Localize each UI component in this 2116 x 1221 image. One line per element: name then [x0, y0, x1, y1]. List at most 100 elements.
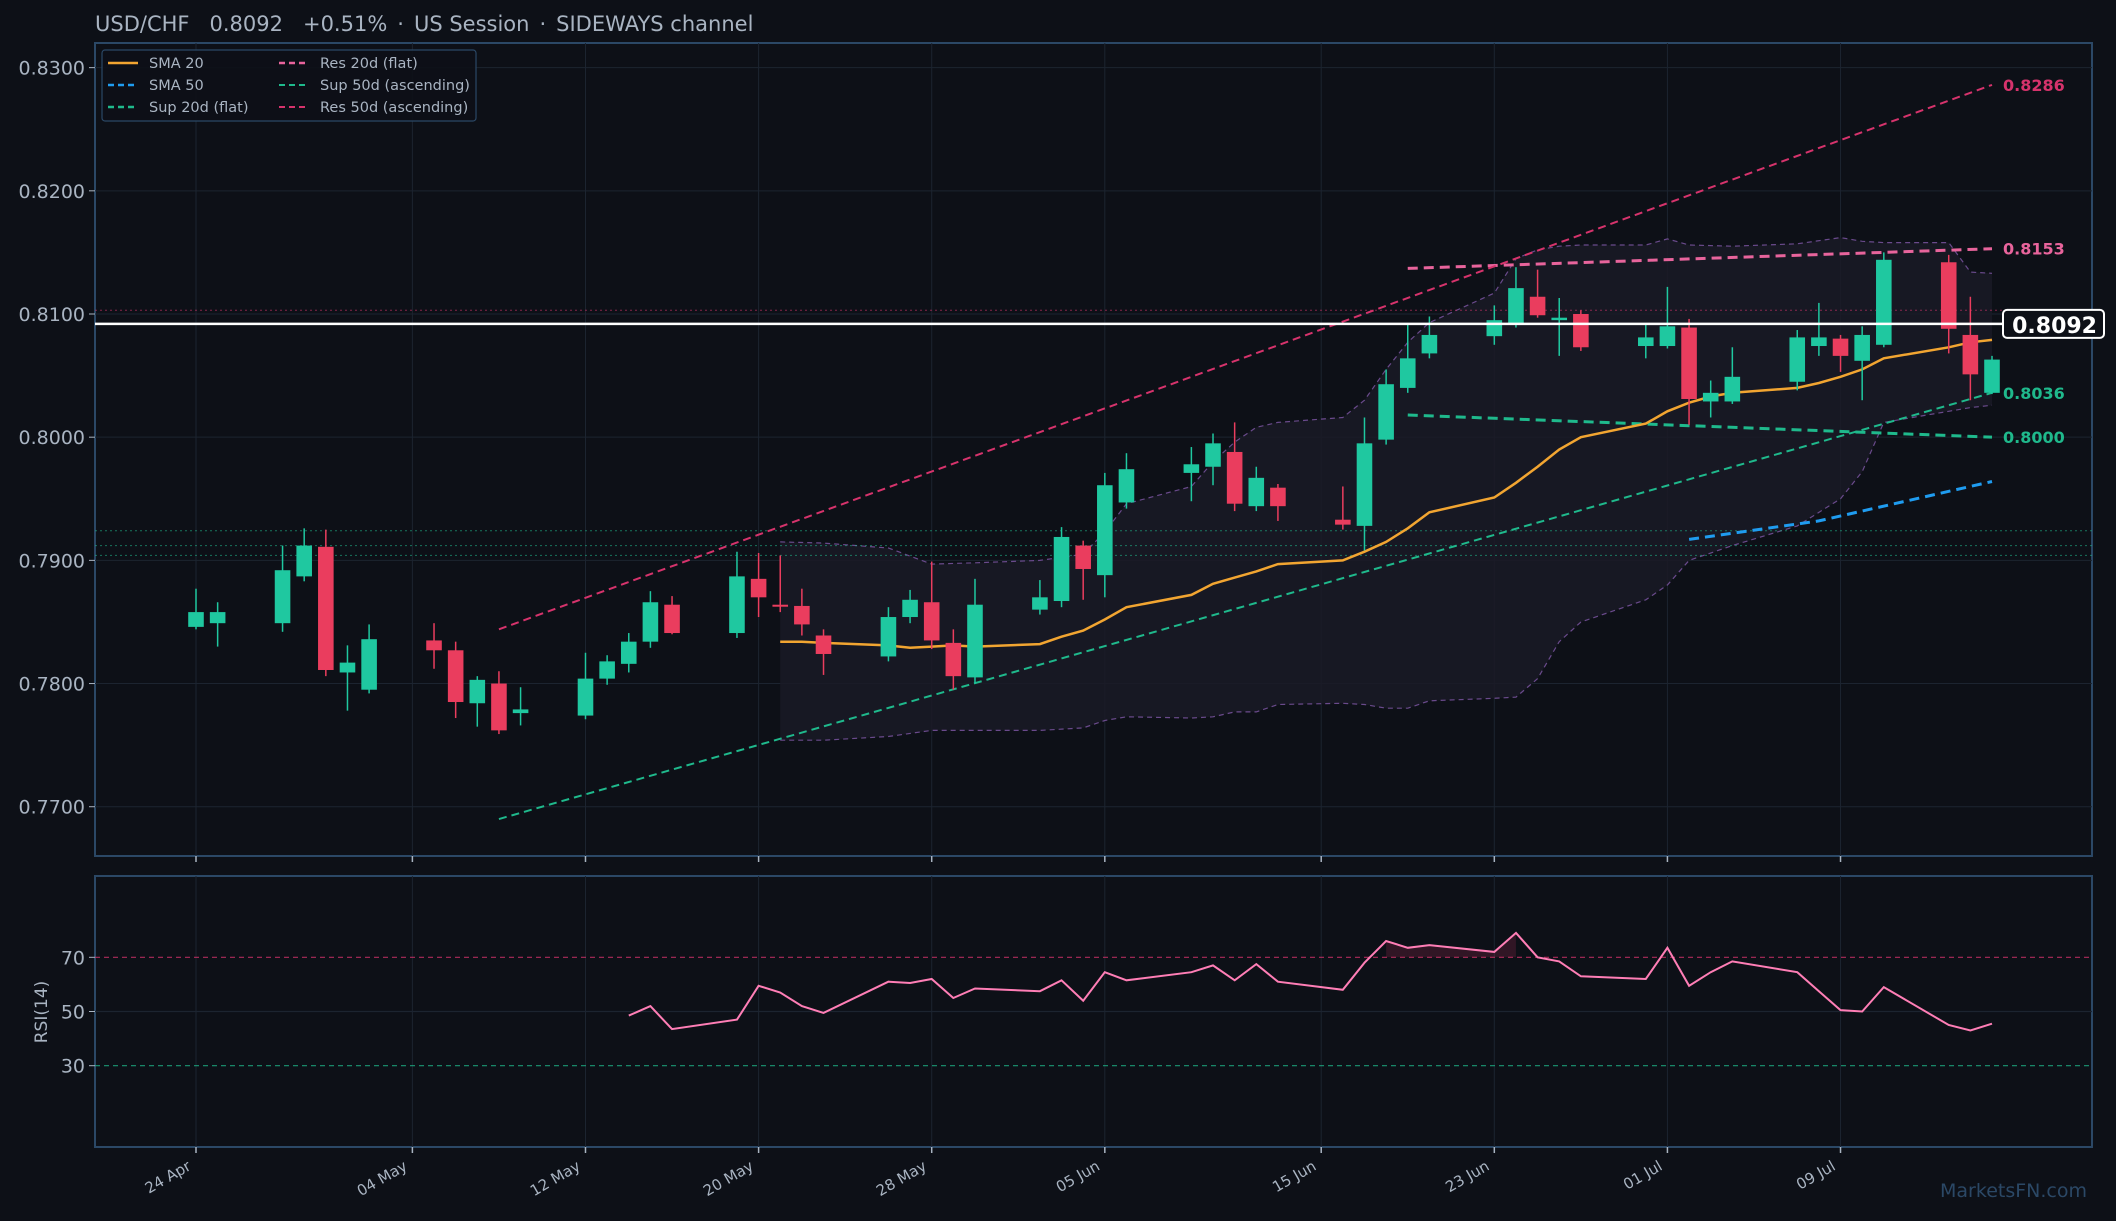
candle-body [188, 612, 204, 627]
candle-down [318, 529, 334, 677]
title-change: +0.51% [303, 12, 387, 36]
rsi-overbought-fill [1429, 945, 1495, 958]
candle-body [209, 612, 226, 624]
candle-up [1097, 472, 1113, 598]
legend: SMA 20 Res 20d (flat) SMA 50 Sup 50d (ascen… [101, 49, 477, 122]
candle-up [1724, 347, 1741, 404]
candle-body [945, 642, 962, 677]
candle-body [1876, 259, 1892, 345]
candle-up [469, 676, 486, 727]
legend-label-res_asc: Res 50d (ascending) [320, 100, 468, 116]
candle-body [620, 641, 637, 664]
legend-label-sup_asc: Sup 50d (ascending) [320, 78, 470, 94]
legend-label-res_flat: Res 20d (flat) [320, 56, 418, 72]
bollinger-lower [780, 404, 1993, 741]
candle-body [1421, 334, 1438, 354]
rsi-overbought-fill [1407, 945, 1430, 958]
candle-down [923, 561, 940, 650]
candles [188, 252, 2000, 735]
candle-up [1205, 433, 1221, 486]
candle-down [1962, 296, 1979, 401]
candle-body [1789, 337, 1806, 382]
candle-down [1335, 486, 1351, 530]
candle-down [1529, 269, 1546, 318]
candle-up [1399, 323, 1416, 393]
candle-body [1551, 317, 1568, 321]
candle-down [1270, 483, 1286, 521]
candle-body [1205, 443, 1221, 467]
candle-up [361, 624, 377, 694]
candle-body [1335, 519, 1351, 525]
trendline-label-sup_flat: 0.8000 [2003, 428, 2065, 447]
candle-body [1270, 487, 1286, 507]
price-y-axis: 0.7700 0.7800 0.7900 0.8000 0.8100 0.8200 0.83… [19, 58, 95, 819]
sma50-line [1688, 480, 1993, 541]
candle-body [750, 578, 767, 598]
candle-body [469, 679, 486, 704]
trendline-label-sup_asc: 0.8036 [2003, 384, 2065, 403]
candle-body [1984, 359, 2000, 393]
candle-body [1529, 296, 1546, 316]
candle-up [729, 551, 745, 638]
candle-up [512, 687, 529, 726]
rsi-y-axis: 30 50 70 [61, 947, 95, 1078]
candle-body [902, 599, 918, 618]
candle-body [339, 662, 356, 673]
candle-body [274, 570, 291, 624]
candle-body [880, 617, 897, 657]
candle-body [967, 604, 983, 678]
price-y-tick-label: 0.7700 [19, 797, 85, 819]
candle-down [1681, 318, 1697, 425]
candle-up [1356, 417, 1373, 551]
candle-up [339, 645, 356, 711]
candle-body [1053, 536, 1070, 602]
candle-up [1876, 252, 1892, 348]
candle-body [1356, 443, 1373, 526]
rsi-grid [95, 876, 2092, 1147]
candle-down [447, 641, 464, 719]
candle-body [1832, 338, 1849, 356]
candle-up [577, 652, 594, 720]
candle-up [209, 602, 226, 647]
price-y-tick-label: 0.8000 [19, 427, 85, 449]
candle-body [426, 640, 442, 651]
title-price: 0.8092 [209, 12, 282, 36]
title-separator-1: · [397, 12, 404, 36]
legend-label-sup_flat: Sup 20d (flat) [149, 100, 249, 116]
candle-body [296, 545, 312, 577]
candle-down [772, 555, 789, 613]
candle-body [1637, 337, 1654, 347]
candle-down [794, 588, 810, 636]
candle-body [1681, 327, 1697, 399]
last-price-label: 0.8092 [2012, 314, 2097, 339]
candle-up [1053, 527, 1070, 608]
candle-up [1551, 297, 1568, 356]
candle-body [491, 683, 507, 731]
candle-body [1962, 334, 1979, 375]
price-y-tick-label: 0.7800 [19, 674, 85, 696]
candle-down [750, 552, 767, 618]
candle-body [1508, 288, 1524, 324]
rsi-axis-label: RSI(14) [32, 981, 52, 1044]
candle-body [361, 639, 377, 690]
candle-body [1940, 262, 1957, 329]
candle-body [1226, 451, 1243, 504]
candle-down [1832, 334, 1849, 372]
legend-label-sma50: SMA 50 [149, 78, 204, 94]
candle-body [1486, 320, 1503, 337]
candle-body [1248, 477, 1265, 507]
title-channel: SIDEWAYS channel [556, 12, 753, 36]
trendline-res_asc [498, 83, 1993, 631]
candle-down [1940, 254, 1957, 354]
candle-body [815, 635, 832, 654]
price-y-tick-label: 0.8100 [19, 304, 85, 326]
candle-down [1075, 540, 1091, 600]
candle-up [902, 589, 918, 624]
legend-label-sma20: SMA 20 [149, 56, 204, 72]
last-price-marker: 0.8092 [95, 308, 2105, 339]
candle-body [599, 661, 615, 679]
candle-down [1573, 310, 1589, 351]
candle-down [815, 629, 832, 675]
candle-body [923, 602, 940, 641]
